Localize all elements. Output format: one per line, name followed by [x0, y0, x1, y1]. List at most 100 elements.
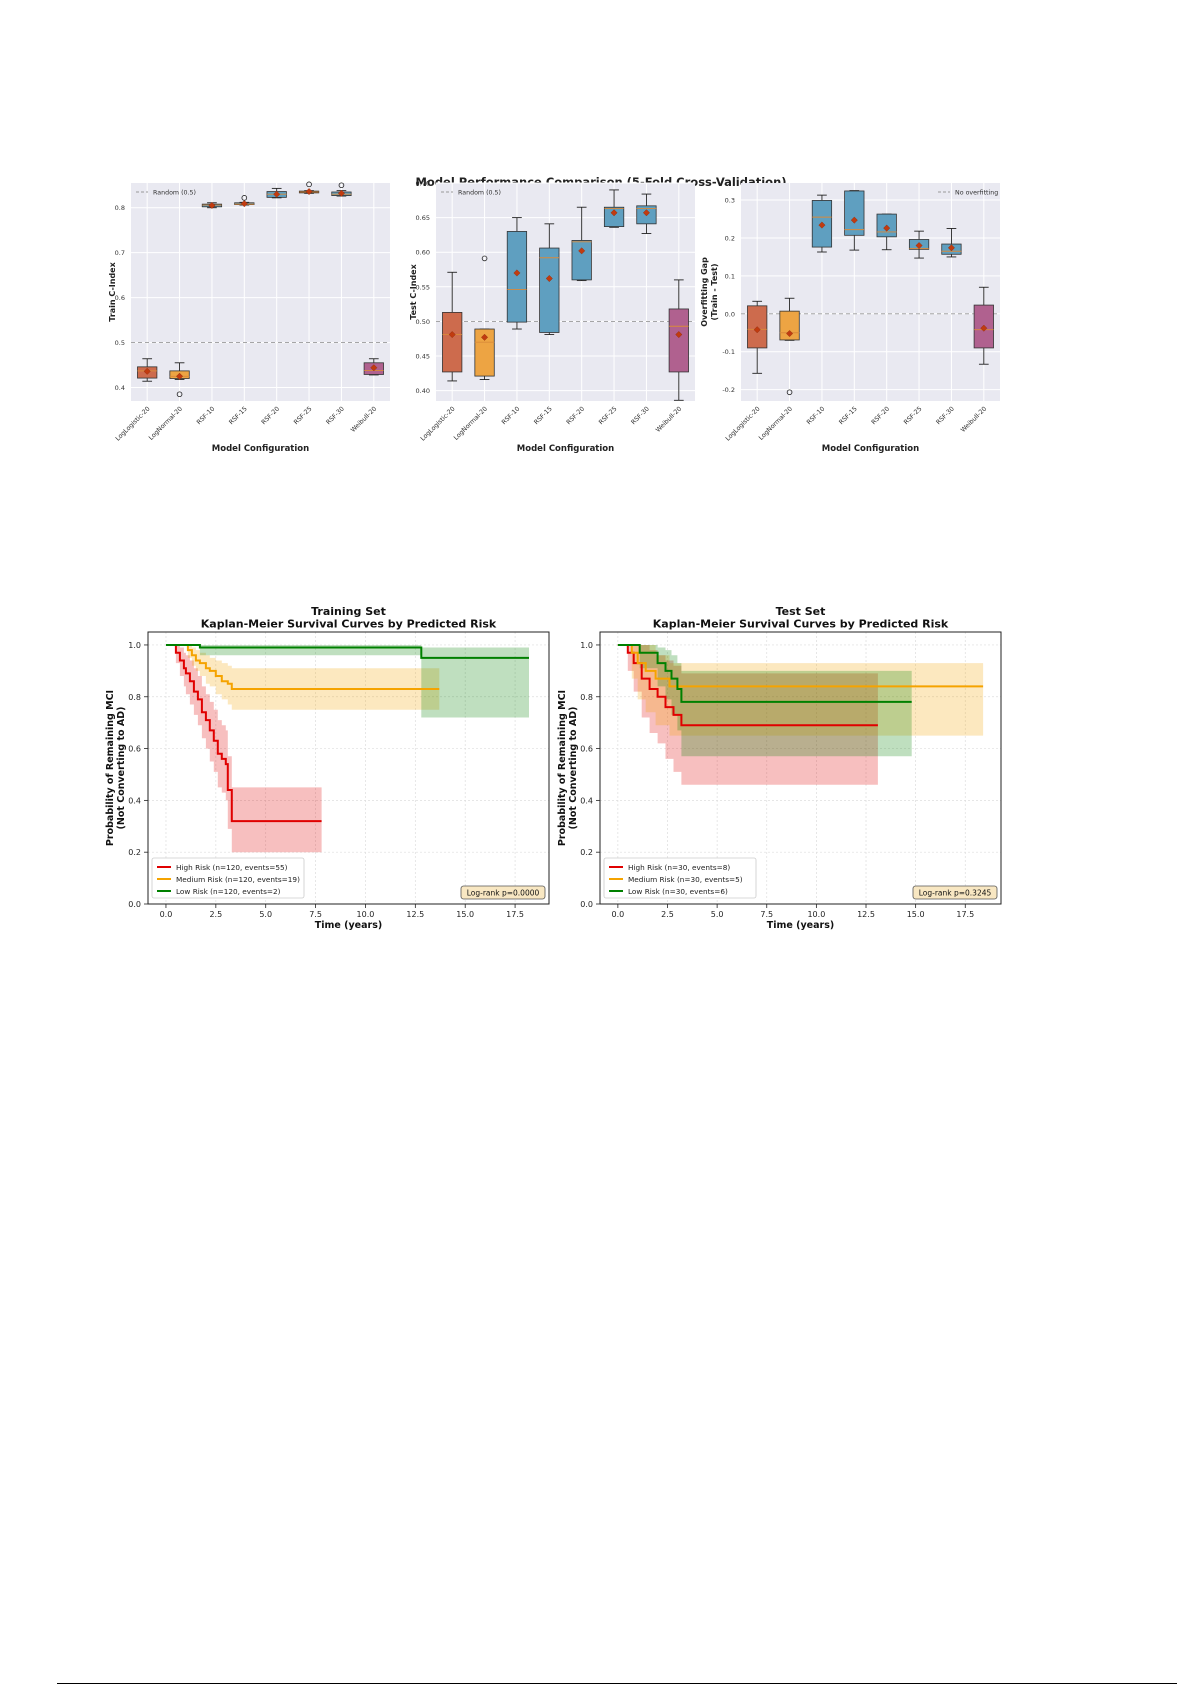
legend-box [151, 857, 305, 899]
y-axis-label-line: Overfitting Gap [700, 257, 709, 327]
x-tick-label: 5.0 [259, 910, 272, 919]
y-axis-label-line: (Not Converting to AD) [568, 707, 579, 830]
x-tick-label: 2.5 [661, 910, 674, 919]
mean-marker [176, 372, 184, 380]
outlier-point [338, 182, 345, 189]
y-tick-label: 0.40 [416, 387, 430, 395]
x-tick-label: 5.0 [711, 910, 724, 919]
logrank-badge [460, 885, 546, 900]
x-tick-label: 15.0 [456, 910, 474, 919]
mean-marker [513, 269, 521, 277]
model-performance-figure: Model Performance Comparison (5-Fold Cro… [108, 175, 1000, 454]
box-body [442, 312, 463, 373]
km-panel-1: 0.0 2.5 5.0 7.5 10.0 12.5 15.0 17.5 0.0 0.2 0.4 0.6… [105, 605, 550, 931]
mean-marker [980, 324, 988, 332]
mean-marker [481, 333, 489, 341]
x-tick-label: 17.5 [506, 910, 524, 919]
mean-marker [675, 331, 683, 339]
legend-label: Random (0.5) [458, 190, 501, 197]
outlier-point [241, 195, 248, 201]
y-tick-label: 0.6 [128, 745, 141, 754]
plot-frame [147, 631, 550, 905]
legend-label: Medium Risk (n=120, events=19) [176, 875, 300, 884]
y-axis-label-line: Probability of Remaining MCI [105, 690, 116, 846]
y-tick-label: -0.2 [722, 386, 735, 394]
y-axis-label-line: Train C-Index [108, 261, 117, 321]
mean-marker [240, 200, 248, 208]
survival-curve-3 [166, 644, 529, 659]
box-body [474, 328, 495, 377]
y-tick-label: 0.8 [580, 693, 593, 702]
x-tick-label: 15.0 [907, 910, 925, 919]
y-tick-label: 0.7 [115, 249, 125, 257]
y-tick-label: 0.5 [115, 339, 125, 347]
box-body [506, 231, 528, 323]
mean-marker [610, 209, 618, 217]
y-tick-label: 0.45 [416, 353, 430, 361]
logrank-badge [912, 885, 998, 900]
legend-label: Medium Risk (n=30, events=5) [628, 875, 743, 884]
legend-label: High Risk (n=120, events=55) [176, 863, 288, 872]
km-title-line: Test Set [776, 605, 826, 618]
mean-marker [850, 216, 858, 224]
y-tick-label: 0.8 [115, 204, 125, 212]
x-axis-label: Model Configuration [822, 444, 919, 454]
outlier-point [176, 391, 183, 398]
y-tick-label: 0.2 [128, 848, 141, 857]
outlier-point [786, 389, 793, 396]
x-tick-label: 0.0 [611, 910, 624, 919]
y-tick-label: 1.0 [128, 641, 141, 650]
y-tick-label: 0.70 [416, 180, 430, 188]
y-axis-label-line: (Train - Test) [710, 264, 719, 321]
plot-frame [599, 631, 1002, 905]
mean-marker [818, 221, 826, 229]
y-tick-label: 0.6 [580, 745, 593, 754]
survival-curve-2 [617, 644, 984, 688]
y-axis-label: Probability of Remaining MCI(Not Convert… [557, 690, 579, 846]
mean-marker [545, 275, 553, 282]
y-axis-label: Probability of Remaining MCI(Not Convert… [105, 690, 127, 846]
y-tick-label: 0.4 [128, 796, 141, 805]
y-tick-label: 0.0 [580, 900, 593, 909]
confidence-band-1 [166, 645, 322, 853]
x-axis-label: Time (years) [315, 920, 382, 931]
y-tick-label: 1.0 [580, 641, 593, 650]
mean-marker [143, 367, 151, 375]
km-title-line: Kaplan-Meier Survival Curves by Predicte… [201, 618, 497, 631]
y-tick-label: 0.3 [725, 197, 735, 205]
x-tick-label: 12.5 [406, 910, 424, 919]
survival-curve-2 [166, 644, 440, 690]
box-panel-1: 0.40.50.60.70.8LogLogistic-20LogNormal-2… [108, 181, 390, 454]
x-tick-label: 0.0 [160, 910, 173, 919]
logrank-text: Log-rank p=0.0000 [467, 889, 540, 898]
confidence-band-3 [166, 645, 529, 718]
plot-area [741, 183, 1000, 401]
x-tick-label: 2.5 [209, 910, 222, 919]
x-axis-label: Time (years) [767, 920, 834, 931]
confidence-band-2 [166, 645, 440, 710]
y-tick-label: 0.0 [128, 900, 141, 909]
y-tick-label: 0.8 [128, 693, 141, 702]
confidence-band-1 [617, 645, 878, 785]
y-tick-label: 0.50 [416, 318, 430, 326]
y-axis-label-line: Probability of Remaining MCI [557, 690, 568, 846]
outlier-point [306, 181, 312, 188]
mean-marker [208, 201, 216, 209]
y-tick-label: 0.2 [725, 234, 735, 242]
legend-label: Low Risk (n=120, events=2) [176, 887, 281, 896]
box-body [539, 247, 560, 333]
y-tick-label: -0.1 [722, 348, 735, 356]
confidence-band-2 [617, 645, 984, 736]
y-tick-label: 0.2 [580, 848, 593, 857]
legend-label: Random (0.5) [153, 190, 196, 197]
y-tick-label: 0.6 [115, 294, 125, 302]
mean-marker [370, 364, 378, 372]
y-tick-label: 0.0 [725, 310, 735, 318]
box-body [571, 240, 592, 281]
x-tick-label: 7.5 [309, 910, 322, 919]
survival-curve-3 [617, 644, 912, 703]
km-title: Test Set Kaplan-Meier Survival Curves by … [653, 605, 949, 631]
km-title-line: Kaplan-Meier Survival Curves by Predicte… [653, 618, 949, 631]
x-axis-label: Model Configuration [517, 444, 614, 454]
y-tick-label: 0.4 [580, 796, 593, 805]
